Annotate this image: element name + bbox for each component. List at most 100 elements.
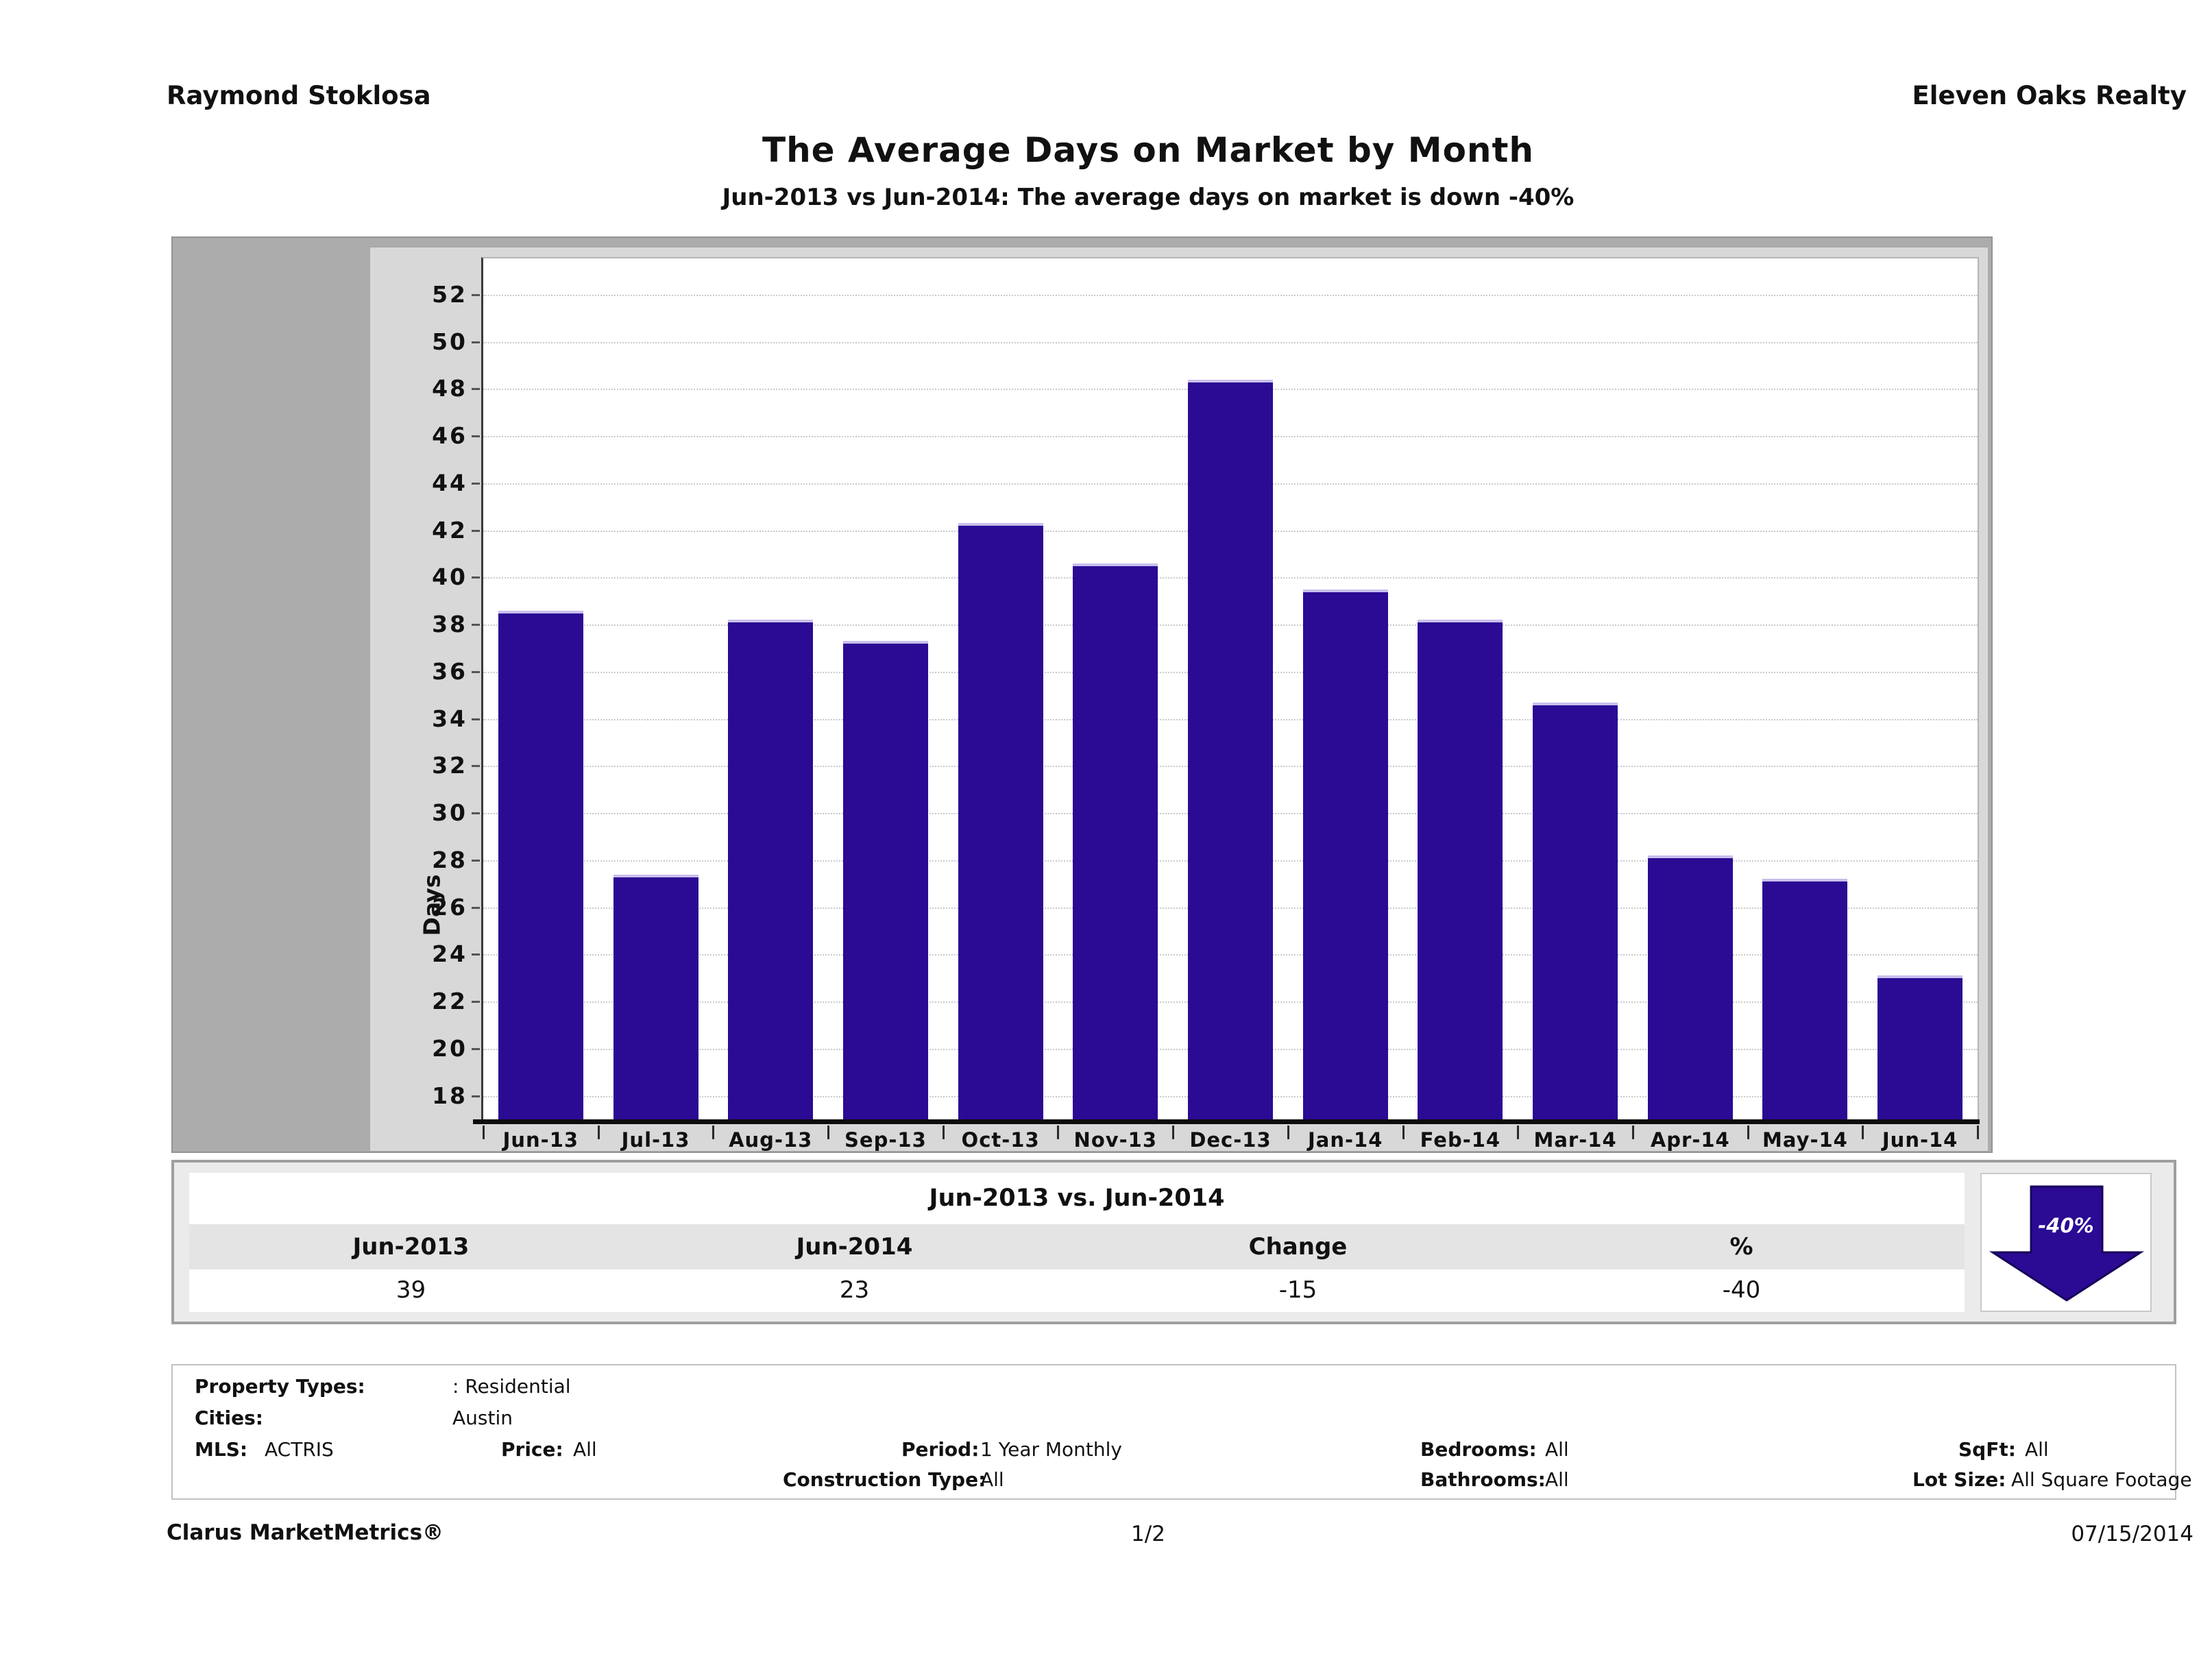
y-tick-mark [472, 435, 480, 438]
y-tick-label: 52 [432, 280, 467, 308]
bar [1533, 702, 1618, 1119]
y-tick-label: 40 [432, 563, 467, 591]
sqft-value: All [2025, 1438, 2049, 1461]
summary-table-title: Jun-2013 vs. Jun-2014 [189, 1173, 1965, 1224]
x-tick-label: Feb-14 [1420, 1128, 1501, 1152]
x-axis-tick [597, 1126, 600, 1139]
summary-table-value-row: 39 23 -15 -40 [189, 1269, 1965, 1312]
y-tick-label: 36 [432, 657, 467, 685]
change-arrow-box: -40% [1980, 1173, 2152, 1312]
page-subtitle: Jun-2013 vs Jun-2014: The average days o… [722, 184, 1575, 211]
y-tick-mark [472, 670, 480, 673]
y-tick-label: 28 [432, 846, 467, 873]
period-label: Period: [901, 1438, 980, 1461]
bathrooms-label: Bathrooms: [1420, 1468, 1546, 1491]
bar [1762, 879, 1848, 1119]
x-axis-tick [1862, 1126, 1864, 1139]
footer-brand: Clarus MarketMetrics® [167, 1520, 444, 1545]
x-axis-tick [942, 1126, 945, 1139]
x-axis-tick [1517, 1126, 1520, 1139]
y-tick-label: 18 [432, 1082, 467, 1109]
x-axis-tick [483, 1126, 485, 1139]
cities-label: Cities: [195, 1407, 263, 1429]
bathrooms-value: All [1545, 1468, 1569, 1491]
bar [1877, 975, 1963, 1119]
summary-header-change: Change [1248, 1233, 1348, 1261]
y-grid-line [483, 341, 1978, 343]
x-tick-label: Nov-13 [1073, 1128, 1158, 1152]
change-arrow-label: -40% [2038, 1214, 2094, 1237]
bedrooms-value: All [1545, 1438, 1569, 1461]
down-arrow-icon [1989, 1185, 2145, 1302]
y-tick-label: 26 [432, 893, 467, 921]
y-tick-mark [472, 576, 480, 579]
y-tick-label: 44 [432, 469, 467, 496]
y-tick-mark [472, 906, 480, 909]
summary-header-percent: % [1729, 1233, 1753, 1261]
mls-label: MLS: [195, 1438, 248, 1461]
x-axis-tick [1631, 1126, 1634, 1139]
chart-outer-frame: Days 18 20 22 24 26 28 30 32 34 36 38 40 42 44 46 48 50 5… [171, 236, 1993, 1153]
x-axis-tick [1747, 1126, 1749, 1139]
y-tick-mark [472, 529, 480, 532]
summary-value-change: -15 [1278, 1276, 1317, 1304]
x-tick-label: Jun-14 [1882, 1128, 1958, 1152]
y-tick-label: 48 [432, 375, 467, 402]
x-axis-tick [712, 1126, 715, 1139]
sqft-label: SqFt: [1958, 1438, 2016, 1461]
y-tick-mark [472, 1095, 480, 1097]
bar [498, 610, 583, 1119]
property-types-label: Property Types: [195, 1375, 365, 1398]
x-tick-label: Apr-14 [1650, 1128, 1730, 1152]
criteria-panel: Property Types: : Residential Cities: Au… [171, 1364, 2192, 1500]
mls-value: ACTRIS [265, 1438, 334, 1461]
y-tick-mark [472, 341, 480, 343]
y-tick-label: 50 [432, 328, 467, 355]
lot-size-label: Lot Size: [1912, 1468, 2006, 1491]
y-tick-label: 20 [432, 1034, 467, 1062]
x-tick-label: Dec-13 [1189, 1128, 1272, 1152]
y-tick-label: 32 [432, 752, 467, 779]
summary-table: Jun-2013 vs. Jun-2014 Jun-2013 Jun-2014 … [189, 1173, 1965, 1312]
footer-date: 07/15/2014 [2071, 1522, 2193, 1546]
chart-panel: Days 18 20 22 24 26 28 30 32 34 36 38 40 42 44 46 48 50 5… [370, 246, 1988, 1152]
y-tick-label: 38 [432, 611, 467, 638]
y-tick-mark [472, 482, 480, 485]
x-tick-label: Jun-13 [502, 1128, 579, 1152]
footer-page-number: 1/2 [1131, 1522, 1165, 1546]
bar [842, 641, 928, 1119]
bedrooms-label: Bedrooms: [1420, 1438, 1537, 1461]
y-tick-label: 34 [432, 705, 467, 732]
y-tick-mark [472, 718, 480, 720]
x-axis-tick [1402, 1126, 1405, 1139]
x-tick-label: May-14 [1762, 1128, 1848, 1152]
y-tick-mark [472, 953, 480, 956]
y-tick-mark [472, 1001, 480, 1004]
cities-value: Austin [452, 1407, 513, 1429]
bar [1302, 589, 1388, 1119]
bar [1418, 620, 1503, 1119]
bar [728, 620, 814, 1119]
summary-value-jun2013: 39 [396, 1276, 426, 1304]
y-tick-mark [472, 765, 480, 768]
company-name: Eleven Oaks Realty [1912, 81, 2187, 110]
x-axis-tick [1057, 1126, 1060, 1139]
y-tick-label: 46 [432, 422, 467, 450]
bar [613, 874, 698, 1119]
price-label: Price: [501, 1438, 563, 1461]
y-tick-label: 42 [432, 516, 467, 544]
y-tick-mark [472, 1047, 480, 1050]
y-tick-label: 24 [432, 940, 467, 968]
x-axis-line [473, 1119, 1980, 1124]
y-tick-mark [472, 812, 480, 815]
summary-value-jun2014: 23 [839, 1276, 870, 1304]
bar [958, 523, 1043, 1119]
x-axis-tick [1172, 1126, 1175, 1139]
construction-type-label: Construction Type: [783, 1468, 986, 1491]
summary-table-header-row: Jun-2013 Jun-2014 Change % [189, 1224, 1965, 1269]
x-axis-tick [827, 1126, 830, 1139]
y-tick-mark [472, 859, 480, 862]
summary-header-jun2014: Jun-2014 [796, 1233, 913, 1261]
y-tick-label: 22 [432, 988, 467, 1015]
